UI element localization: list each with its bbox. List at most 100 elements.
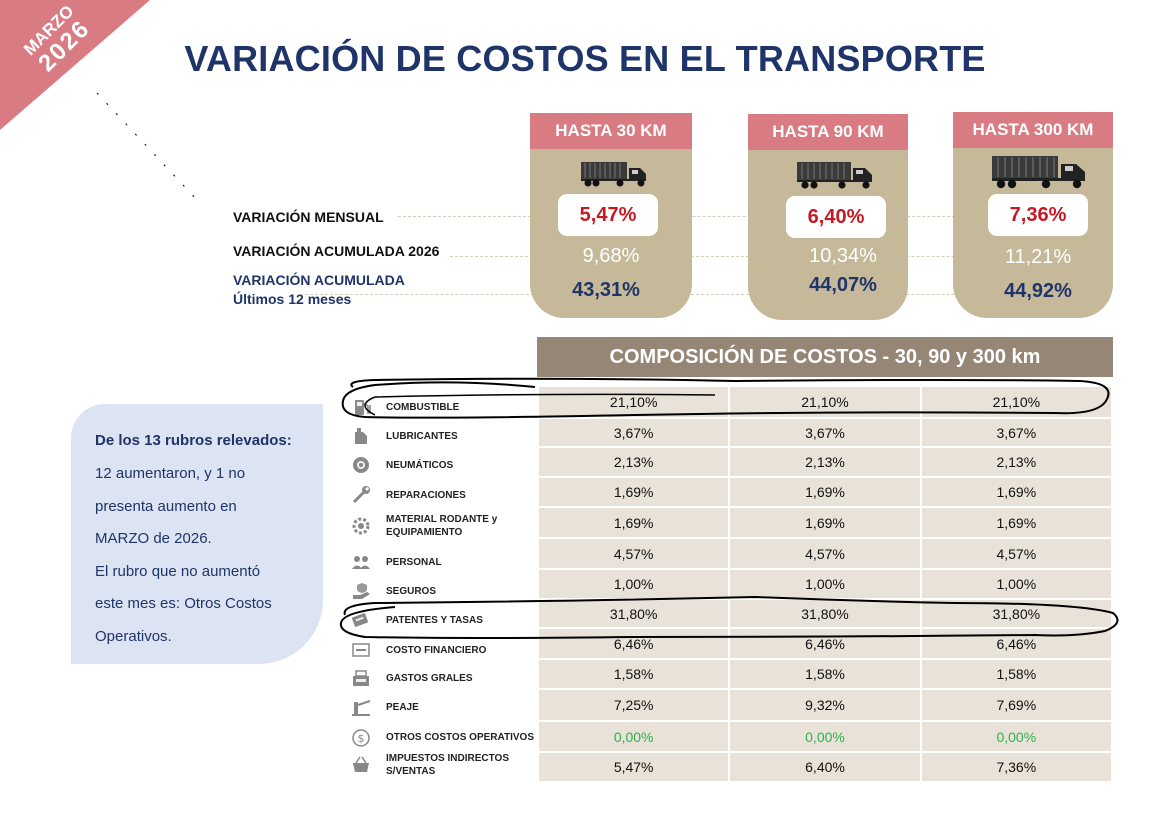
cell-30km: 4,57% bbox=[536, 537, 731, 570]
category-gastos-grales: GASTOS GRALES bbox=[350, 668, 540, 688]
cell-30km: 21,10% bbox=[536, 385, 731, 419]
cell-30km: 3,67% bbox=[536, 417, 731, 448]
summary-line: El rubro que no aumentó bbox=[95, 562, 261, 580]
monthly-value-30km: 5,47% bbox=[558, 194, 658, 236]
category-label: PATENTES Y TASAS bbox=[386, 614, 483, 626]
cell-90km: 4,57% bbox=[728, 537, 922, 570]
table-row: 6,46% 6,46% 6,46% bbox=[536, 627, 1114, 660]
last12-value-30km: 43,31% bbox=[572, 279, 640, 301]
cell-90km: 0,00% bbox=[728, 720, 922, 753]
composition-table: 21,10% 21,10% 21,10% 3,67% 3,67% 3,67% 2,13%… bbox=[536, 385, 1114, 783]
last12-value-90km: 44,07% bbox=[809, 274, 877, 296]
cell-90km: 1,69% bbox=[728, 506, 922, 539]
label-monthly-variation: VARIACIÓN MENSUAL bbox=[233, 209, 384, 225]
table-row: 1,69% 1,69% 1,69% bbox=[536, 506, 1114, 539]
cell-300km: 31,80% bbox=[919, 598, 1114, 629]
category-label: COMBUSTIBLE bbox=[386, 401, 460, 413]
label-last12-variation: VARIACIÓN ACUMULADA bbox=[233, 272, 405, 288]
summary-line: Operativos. bbox=[95, 627, 172, 645]
cell-300km: 21,10% bbox=[919, 385, 1114, 419]
table-row: 5,47% 6,40% 7,36% bbox=[536, 751, 1114, 783]
table-row: 31,80% 31,80% 31,80% bbox=[536, 598, 1114, 629]
cell-90km: 2,13% bbox=[728, 446, 922, 478]
table-row: 4,57% 4,57% 4,57% bbox=[536, 537, 1114, 570]
summary-heading: De los 13 rubros relevados: bbox=[95, 432, 292, 449]
category-combustible: COMBUSTIBLE bbox=[350, 397, 540, 417]
cell-90km: 1,69% bbox=[728, 476, 922, 508]
svg-text:$: $ bbox=[358, 732, 365, 745]
cell-300km: 1,00% bbox=[919, 568, 1114, 600]
category-reparaciones: REPARACIONES bbox=[350, 485, 540, 505]
category-label: MATERIAL RODANTE y bbox=[386, 514, 498, 525]
cost-icon bbox=[352, 643, 370, 657]
basket-icon bbox=[353, 756, 369, 772]
cell-30km: 5,47% bbox=[536, 751, 731, 783]
monthly-value-300km: 7,36% bbox=[988, 194, 1088, 236]
category-otros-costos: $ OTROS COSTOS OPERATIVOS bbox=[350, 727, 540, 747]
summary-line: MARZO de 2026. bbox=[95, 530, 212, 547]
category-label: PERSONAL bbox=[386, 556, 442, 568]
table-row: 1,69% 1,69% 1,69% bbox=[536, 476, 1114, 508]
cell-90km: 21,10% bbox=[728, 385, 922, 419]
category-neumaticos: NEUMÁTICOS bbox=[350, 455, 540, 475]
category-material-rodante: MATERIAL RODANTE y EQUIPAMIENTO bbox=[350, 513, 540, 539]
category-label: COSTO FINANCIERO bbox=[386, 644, 487, 656]
category-seguros: SEGUROS bbox=[350, 581, 540, 601]
gear-icon bbox=[352, 517, 370, 535]
guide-line-monthly bbox=[398, 216, 1090, 217]
people-icon bbox=[352, 556, 370, 569]
toll-barrier-icon bbox=[352, 700, 371, 716]
decorative-dotted-line bbox=[96, 92, 198, 201]
cell-300km: 6,46% bbox=[919, 627, 1114, 660]
tire-icon bbox=[353, 457, 369, 473]
accumulated-value-90km: 10,34% bbox=[809, 245, 877, 267]
summary-line: este mes es: Otros Costos bbox=[95, 595, 272, 612]
cell-30km: 1,58% bbox=[536, 658, 731, 690]
table-row: 1,00% 1,00% 1,00% bbox=[536, 568, 1114, 600]
cell-300km: 2,13% bbox=[919, 446, 1114, 478]
cash-register-icon bbox=[353, 670, 369, 686]
cell-300km: 7,69% bbox=[919, 688, 1114, 722]
cell-300km: 1,69% bbox=[919, 476, 1114, 508]
truck-icon bbox=[581, 162, 646, 187]
cell-300km: 1,58% bbox=[919, 658, 1114, 690]
last12-value-300km: 44,92% bbox=[1004, 280, 1072, 302]
guide-line-last12 bbox=[300, 294, 1090, 295]
table-row: 0,00% 0,00% 0,00% bbox=[536, 720, 1114, 753]
category-label: SEGUROS bbox=[386, 585, 437, 597]
category-costo-financiero: COSTO FINANCIERO bbox=[350, 640, 540, 660]
category-label: IMPUESTOS INDIRECTOS bbox=[386, 753, 509, 764]
distance-header-300km: HASTA 300 KM bbox=[953, 112, 1113, 148]
label-accumulated-variation: VARIACIÓN ACUMULADA 2026 bbox=[233, 243, 440, 259]
cell-300km: 4,57% bbox=[919, 537, 1114, 570]
cell-30km: 0,00% bbox=[536, 720, 731, 753]
summary-text: 12 aumentaron, y 1 no presenta aumento e… bbox=[95, 458, 310, 653]
table-row: 1,58% 1,58% 1,58% bbox=[536, 658, 1114, 690]
cell-90km: 1,00% bbox=[728, 568, 922, 600]
cell-300km: 1,69% bbox=[919, 506, 1114, 539]
cell-300km: 0,00% bbox=[919, 720, 1114, 753]
label-last12-sub: Últimos 12 meses bbox=[233, 291, 352, 307]
wrench-icon bbox=[352, 486, 370, 504]
dollar-circle-icon: $ bbox=[352, 729, 370, 747]
category-label-line2: EQUIPAMIENTO bbox=[386, 527, 463, 538]
category-peaje: PEAJE bbox=[350, 697, 540, 717]
cell-90km: 31,80% bbox=[728, 598, 922, 629]
hand-shield-icon bbox=[353, 583, 370, 599]
cell-30km: 1,00% bbox=[536, 568, 731, 600]
cell-90km: 9,32% bbox=[728, 688, 922, 722]
distance-header-30km: HASTA 30 KM bbox=[530, 113, 692, 149]
category-personal: PERSONAL bbox=[350, 552, 540, 572]
monthly-value-90km: 6,40% bbox=[786, 196, 886, 238]
summary-line: presenta aumento en bbox=[95, 497, 237, 515]
distance-header-90km: HASTA 90 KM bbox=[748, 114, 908, 150]
category-label: OTROS COSTOS OPERATIVOS bbox=[386, 731, 534, 743]
cell-30km: 1,69% bbox=[536, 476, 731, 508]
category-label: LUBRICANTES bbox=[386, 430, 458, 442]
category-lubricantes: LUBRICANTES bbox=[350, 426, 540, 446]
table-row: 7,25% 9,32% 7,69% bbox=[536, 688, 1114, 722]
cell-300km: 3,67% bbox=[919, 417, 1114, 448]
accumulated-value-30km: 9,68% bbox=[582, 245, 640, 267]
composition-title: COMPOSICIÓN DE COSTOS - 30, 90 y 300 km bbox=[537, 337, 1113, 377]
table-row: 2,13% 2,13% 2,13% bbox=[536, 446, 1114, 478]
